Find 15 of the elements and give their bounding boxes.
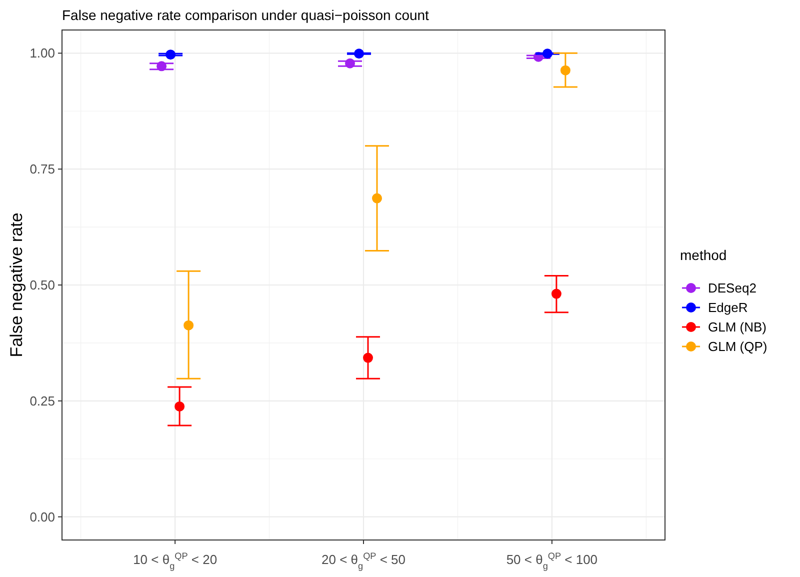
x-tick-label: 20 < θ$_{g}$$^{QP}$ < 50 bbox=[322, 551, 406, 571]
x-tick-label: 50 < θ$_{g}$$^{QP}$ < 100 bbox=[506, 551, 598, 571]
legend-title: method bbox=[680, 247, 727, 263]
y-tick-label: 0.50 bbox=[30, 278, 55, 293]
legend-label: DESeq2 bbox=[708, 280, 756, 296]
legend-label: GLM (QP) bbox=[708, 339, 768, 354]
y-tick-label: 0.25 bbox=[30, 393, 55, 408]
chart-title: False negative rate comparison under quasi−poisson count bbox=[62, 7, 430, 23]
legend-label: GLM (NB) bbox=[708, 320, 766, 335]
x-tick-label: 10 < θ$_{g}$$^{QP}$ < 20 bbox=[133, 551, 218, 571]
y-tick-label: 0.00 bbox=[30, 509, 55, 524]
legend-label: EdgeR bbox=[708, 300, 748, 316]
y-tick-label: 1.00 bbox=[30, 46, 55, 61]
y-tick-label: 0.75 bbox=[30, 162, 55, 177]
y-axis-title: False negative rate bbox=[7, 212, 26, 358]
